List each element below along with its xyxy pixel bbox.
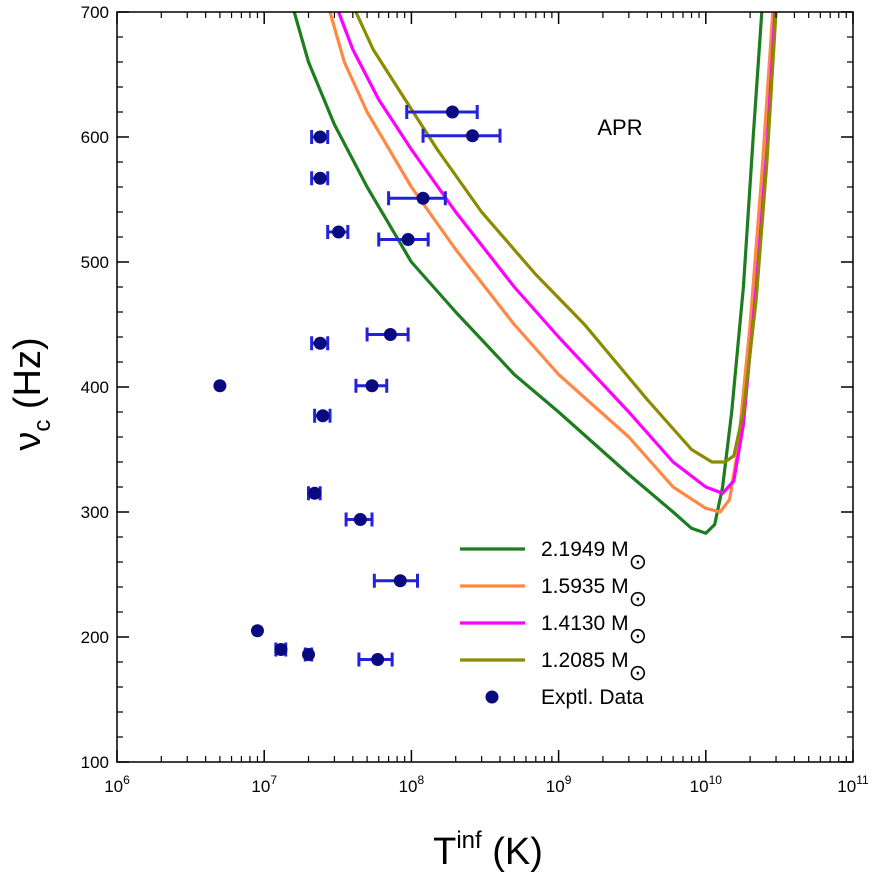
data-point [308,486,322,500]
y-tick-label: 200 [81,628,109,647]
legend-marker [485,690,499,704]
x-tick-label: 1011 [837,773,869,796]
data-point [465,129,479,143]
data-point [302,648,316,661]
data-point [353,513,367,526]
data-point [371,653,385,666]
series-line [328,11,775,514]
legend-label: Exptl. Data [541,686,644,709]
x-tick-label: 108 [399,773,425,796]
data-point [401,233,415,246]
y-tick-label: 300 [81,503,109,522]
data-point [250,624,264,638]
legend: 2.1949 M⊙1.5935 M⊙1.4130 M⊙1.2085 M⊙Expt… [460,538,647,709]
data-point [383,328,397,341]
x-tick-label: 109 [546,773,572,796]
y-tick-label: 500 [81,253,109,272]
data-point [313,336,327,350]
points-layer [213,105,502,667]
data-point [416,191,430,205]
legend-label: 1.4130 M⊙ [541,612,647,648]
legend-label: 2.1949 M⊙ [541,538,647,574]
y-tick-label: 600 [81,128,109,147]
legend-label: 1.5935 M⊙ [541,575,647,611]
x-axis-title: Tinf (K) [433,827,543,872]
data-point [274,643,288,656]
data-point [313,171,327,185]
x-tick-label: 107 [251,773,277,796]
y-tick-label: 400 [81,378,109,397]
data-point [393,574,407,588]
legend-label: 1.2085 M⊙ [541,649,647,685]
y-tick-label: 700 [81,3,109,22]
data-point [365,379,379,393]
series-line [354,11,778,464]
data-point [313,130,327,144]
x-axis-tick-labels: 106 107 108 109 1010 1011 [104,773,869,796]
y-axis-title: νc (Hz) [7,337,56,450]
y-axis-tick-labels: 100 200 300 400 500 600 700 [81,3,109,772]
y-tick-label: 100 [81,753,109,772]
y-axis-ticks [117,11,853,763]
chart-annotation: APR [597,115,642,140]
curves-layer [292,11,778,535]
series-line [292,11,764,535]
data-point [213,379,227,393]
data-point [332,225,346,239]
data-point [445,105,459,119]
x-axis-ticks [116,12,854,762]
x-tick-label: 1010 [690,773,723,796]
x-tick-label: 106 [104,773,130,796]
data-point [316,409,330,423]
